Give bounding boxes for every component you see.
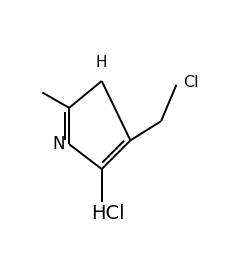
Text: HCl: HCl bbox=[91, 204, 124, 222]
Text: Cl: Cl bbox=[183, 75, 199, 90]
Text: N: N bbox=[52, 135, 65, 153]
Text: H: H bbox=[96, 55, 107, 70]
